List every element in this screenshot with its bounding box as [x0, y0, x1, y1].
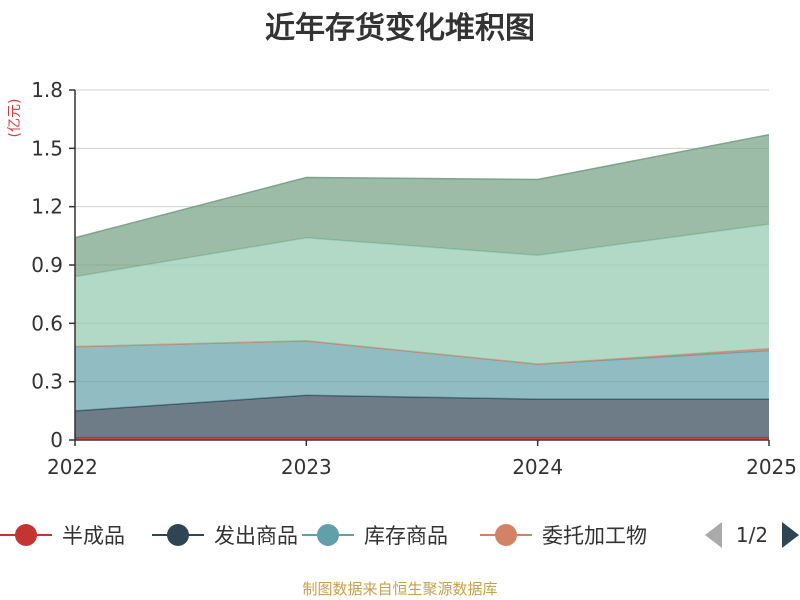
legend-label: 委托加工物 — [542, 524, 647, 548]
legend-label: 发出商品 — [214, 524, 298, 548]
legend-item-4[interactable]: 委托加工物 — [480, 524, 647, 548]
x-tick-label: 2022 — [47, 455, 98, 479]
y-tick-label: 1.8 — [31, 78, 63, 102]
legend-item-1[interactable]: 半成品 — [0, 524, 125, 548]
legend-next-page-icon[interactable] — [782, 522, 799, 548]
y-tick-labels: 0 0.3 0.6 0.9 1.2 1.5 1.8 — [31, 78, 63, 452]
legend-label: 库存商品 — [364, 524, 448, 548]
y-axis-unit: (亿元) — [7, 99, 23, 138]
y-tick-label: 0.9 — [31, 253, 63, 277]
y-tick-label: 1.5 — [31, 136, 63, 160]
legend-marker-icon — [317, 524, 339, 546]
area-2 — [75, 395, 769, 439]
area-5 — [75, 224, 769, 365]
legend-item-3[interactable]: 库存商品 — [302, 524, 448, 548]
y-tick-label: 1.2 — [31, 195, 63, 219]
legend-label: 半成品 — [62, 524, 125, 548]
y-tick-label: 0.3 — [31, 370, 63, 394]
area-edge-5 — [74, 223, 770, 278]
legend-marker-icon — [15, 524, 37, 546]
x-tick-label: 2023 — [281, 455, 332, 479]
legend-marker-icon — [495, 524, 517, 546]
x-tick-label: 2024 — [512, 455, 563, 479]
x-tick-label: 2025 — [746, 455, 797, 479]
area-edge-6 — [74, 133, 770, 239]
legend-item-2[interactable]: 发出商品 — [152, 524, 298, 548]
legend-marker-icon — [167, 524, 189, 546]
y-tick-label: 0.6 — [31, 311, 63, 335]
x-tick-labels: 2022 2023 2024 2025 — [47, 455, 797, 479]
legend-page-indicator: 1/2 — [736, 523, 768, 547]
area-3 — [75, 340, 769, 411]
chart-title: 近年存货变化堆积图 — [265, 11, 535, 46]
area-series — [74, 133, 770, 440]
legend-pager: 1/2 — [705, 522, 799, 548]
legend: 半成品 发出商品 库存商品 委托加工物 — [0, 524, 647, 548]
legend-prev-page-icon[interactable] — [705, 522, 722, 548]
axes — [69, 89, 770, 446]
data-source-note: 制图数据来自恒生聚源数据库 — [302, 580, 497, 598]
area-6 — [75, 134, 769, 277]
y-tick-label: 0 — [50, 428, 63, 452]
